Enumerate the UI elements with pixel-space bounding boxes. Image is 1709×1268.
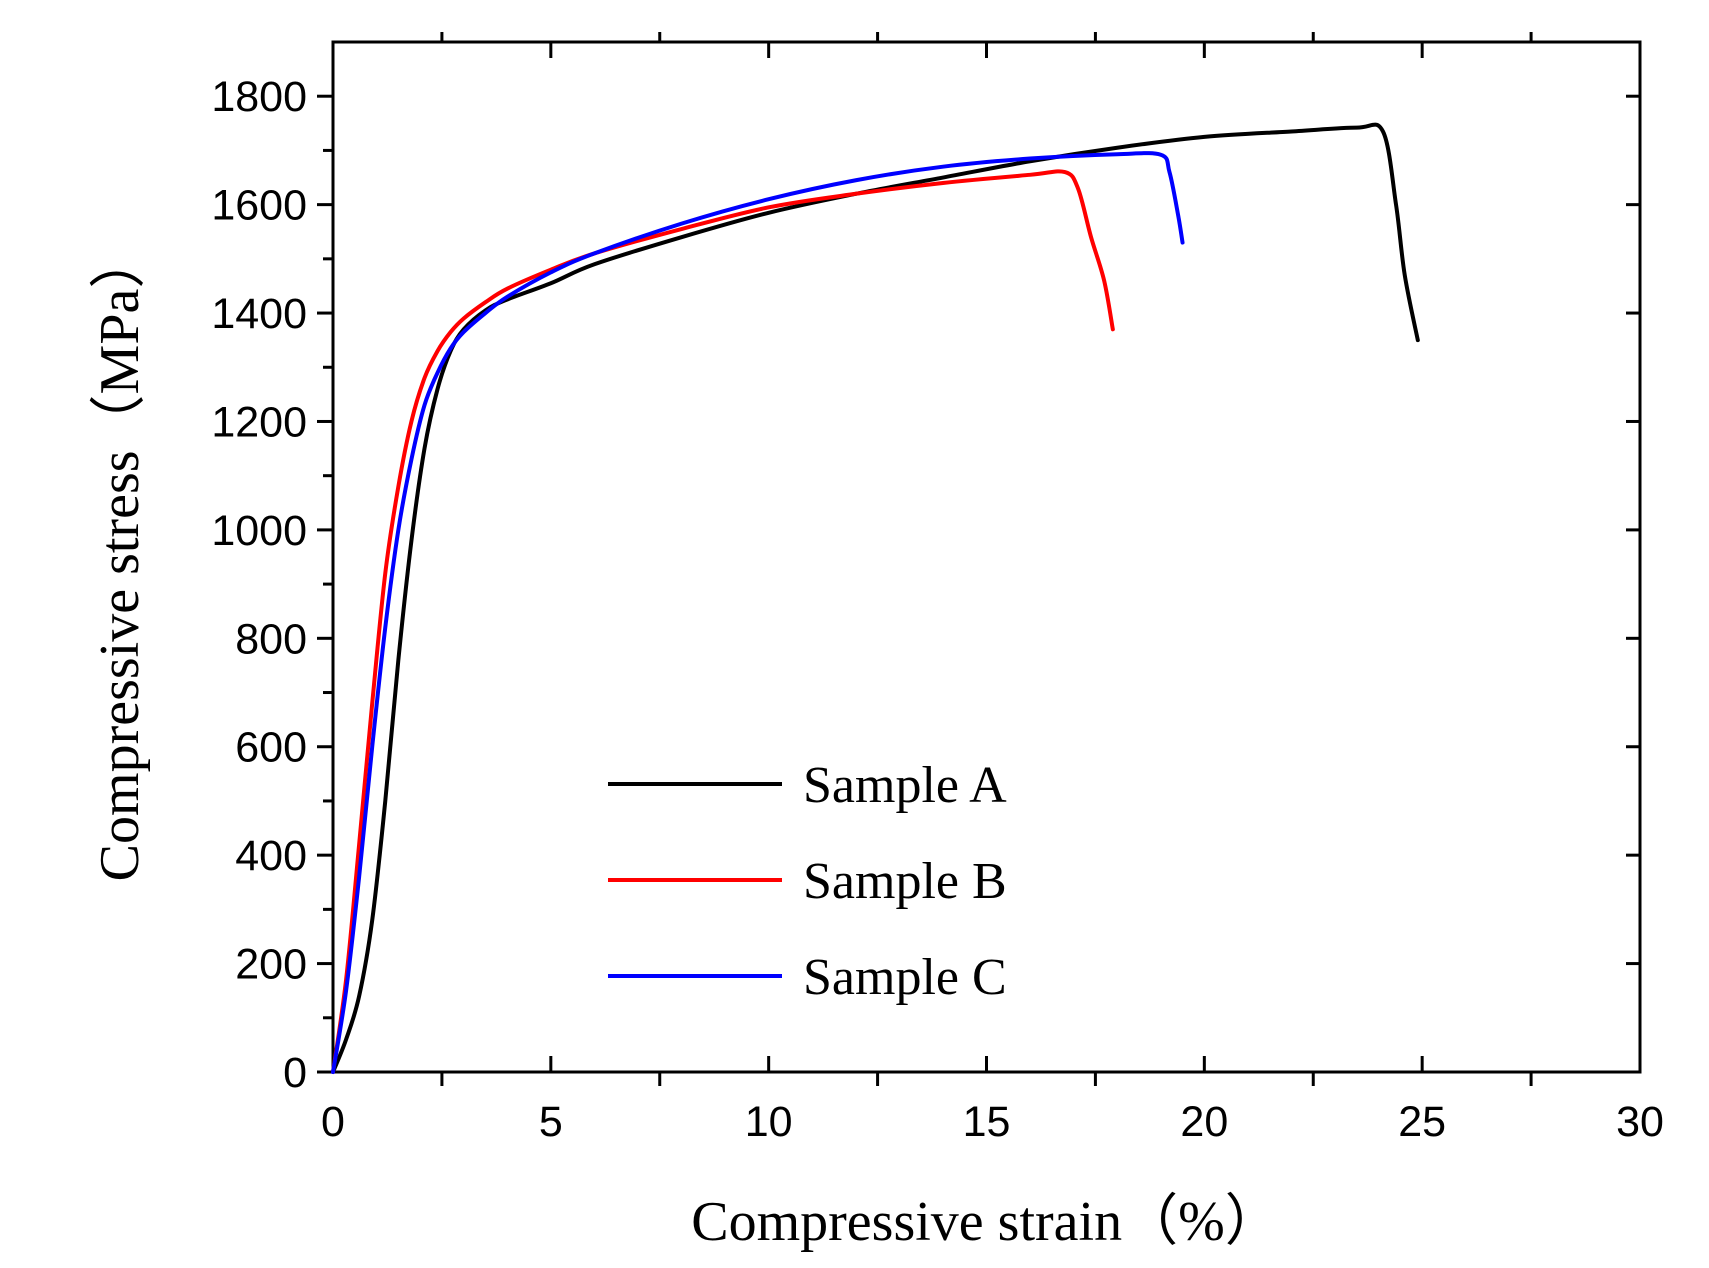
x-tick-label: 20 [1180,1098,1228,1146]
y-tick-label: 1800 [211,73,307,121]
axis-ticks [317,32,1642,1086]
y-tick-label: 0 [283,1049,307,1097]
x-tick-label: 15 [963,1098,1011,1146]
x-tick-label: 10 [745,1098,793,1146]
y-tick-label: 800 [235,615,307,663]
series-line-sample-a [331,122,1420,1074]
y-tick-label: 600 [235,724,307,772]
plot-frame [331,40,1642,1074]
series-lines [331,122,1420,1074]
y-tick-label: 200 [235,941,307,989]
x-tick-label: 0 [321,1098,345,1146]
x-axis-title: Compressive strain（%） [691,1191,1280,1253]
x-tick-label: 30 [1616,1098,1664,1146]
legend-label-sample-c: Sample C [803,949,1007,1006]
series-line-sample-c [331,151,1185,1074]
y-tick-labels: 0 200 400 600 800 1000 1200 1400 1600 1800 [211,73,307,1097]
series-line-sample-b [331,169,1115,1074]
y-tick-label: 1200 [211,398,307,446]
legend-label-sample-b: Sample B [803,853,1007,910]
y-tick-label: 1600 [211,182,307,230]
x-tick-label: 5 [539,1098,563,1146]
x-tick-label: 25 [1398,1098,1446,1146]
y-tick-label: 1400 [211,290,307,338]
y-tick-label: 400 [235,832,307,880]
legend-label-sample-a: Sample A [803,757,1007,814]
legend: Sample A Sample B Sample C [608,757,1007,1006]
x-tick-labels: 0 5 10 15 20 25 30 [321,1098,1664,1146]
y-tick-label: 1000 [211,507,307,555]
y-axis-title: Compressive stress（MPa） [89,233,151,882]
